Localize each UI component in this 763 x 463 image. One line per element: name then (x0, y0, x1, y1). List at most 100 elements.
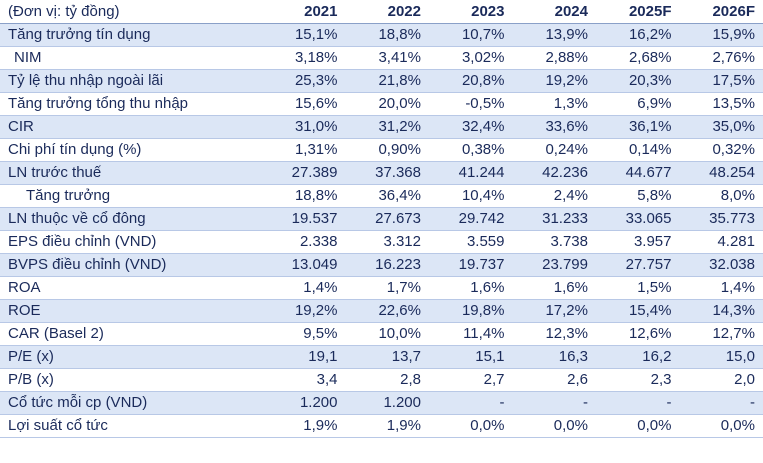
row-value: 16,2% (596, 23, 680, 47)
row-value: 1,4% (679, 276, 763, 300)
row-value: 1,4% (262, 276, 346, 300)
table-row: Tăng trưởng tín dụng 15,1% 18,8% 10,7% 13,9%… (0, 23, 763, 47)
row-value: 20,8% (429, 69, 513, 93)
row-value: 35,0% (679, 115, 763, 139)
row-label: LN thuộc về cổ đông (0, 207, 262, 231)
row-value: 1.200 (262, 391, 346, 415)
financial-forecast-table: (Đơn vị: tỷ đồng) 2021 2022 2023 2024 20… (0, 0, 763, 438)
row-label: ROE (0, 299, 262, 323)
table-row: Chi phí tín dụng (%) 1,31% 0,90% 0,38% 0,24%… (0, 138, 763, 162)
row-value: 15,4% (596, 299, 680, 323)
row-value: 22,6% (345, 299, 429, 323)
row-value: 44.677 (596, 161, 680, 185)
row-value: - (679, 391, 763, 415)
table-row: Lợi suất cổ tức 1,9% 1,9% 0,0% 0,0% 0,0% 0,0% (0, 414, 763, 438)
row-value: 18,8% (345, 23, 429, 47)
row-value: 35.773 (679, 207, 763, 231)
year-header: 2026F (679, 0, 763, 24)
table-row: CIR 31,0% 31,2% 32,4% 33,6% 36,1% 35,0% (0, 115, 763, 139)
row-value: 3.738 (512, 230, 596, 254)
row-value: 21,8% (345, 69, 429, 93)
table-row: ROE 19,2% 22,6% 19,8% 17,2% 15,4% 14,3% (0, 299, 763, 323)
row-value: 0,0% (679, 414, 763, 438)
row-value: 36,4% (345, 184, 429, 208)
row-value: 0,14% (596, 138, 680, 162)
table-row: LN trước thuế 27.389 37.368 41.244 42.236 44.… (0, 161, 763, 185)
row-value: 17,2% (512, 299, 596, 323)
table-row: Tăng trưởng 18,8% 36,4% 10,4% 2,4% 5,8% 8,0% (0, 184, 763, 208)
row-value: 1,5% (596, 276, 680, 300)
row-value: 13.049 (262, 253, 346, 277)
row-value: 11,4% (429, 322, 513, 346)
table-row: BVPS điều chỉnh (VND) 13.049 16.223 19.737 2… (0, 253, 763, 277)
row-value: 12,6% (596, 322, 680, 346)
row-label: Tăng trưởng (0, 184, 262, 208)
row-value: 10,0% (345, 322, 429, 346)
row-label: LN trước thuế (0, 161, 262, 185)
row-value: 29.742 (429, 207, 513, 231)
row-value: 12,7% (679, 322, 763, 346)
row-value: 0,24% (512, 138, 596, 162)
row-value: 31,2% (345, 115, 429, 139)
row-label: CAR (Basel 2) (0, 322, 262, 346)
row-value: 16,2 (596, 345, 680, 369)
row-label: CIR (0, 115, 262, 139)
row-value: 8,0% (679, 184, 763, 208)
row-value: 31.233 (512, 207, 596, 231)
row-value: 0,0% (429, 414, 513, 438)
table-row: Tăng trưởng tổng thu nhập 15,6% 20,0% -0,5%… (0, 92, 763, 116)
row-label: Lợi suất cổ tức (0, 414, 262, 438)
row-label: P/B (x) (0, 368, 262, 392)
row-value: 15,6% (262, 92, 346, 116)
row-value: 27.757 (596, 253, 680, 277)
row-value: 1,3% (512, 92, 596, 116)
row-value: 2,3 (596, 368, 680, 392)
row-label: NIM (0, 46, 262, 70)
row-value: - (596, 391, 680, 415)
row-value: 2,76% (679, 46, 763, 70)
row-value: 13,5% (679, 92, 763, 116)
year-header: 2022 (345, 0, 429, 24)
row-value: 18,8% (262, 184, 346, 208)
row-value: 27.389 (262, 161, 346, 185)
row-value: 10,4% (429, 184, 513, 208)
row-value: 13,7 (345, 345, 429, 369)
header-row: (Đơn vị: tỷ đồng) 2021 2022 2023 2024 20… (0, 0, 763, 24)
year-header: 2025F (596, 0, 680, 24)
row-value: 0,90% (345, 138, 429, 162)
row-value: 2.338 (262, 230, 346, 254)
row-value: - (512, 391, 596, 415)
row-value: 48.254 (679, 161, 763, 185)
row-value: 25,3% (262, 69, 346, 93)
year-header: 2021 (262, 0, 346, 24)
unit-label: (Đơn vị: tỷ đồng) (0, 0, 262, 24)
row-value: 32.038 (679, 253, 763, 277)
table-row: CAR (Basel 2) 9,5% 10,0% 11,4% 12,3% 12,6% 12,… (0, 322, 763, 346)
row-value: 3,02% (429, 46, 513, 70)
row-label: Tăng trưởng tín dụng (0, 23, 262, 47)
row-value: 19,2% (512, 69, 596, 93)
row-label: Chi phí tín dụng (%) (0, 138, 262, 162)
table-row: Cổ tức mỗi cp (VND) 1.200 1.200- - - - (0, 391, 763, 415)
row-value: 3,4 (262, 368, 346, 392)
row-value: 20,3% (596, 69, 680, 93)
row-value: 1,9% (262, 414, 346, 438)
row-value: 33,6% (512, 115, 596, 139)
row-value: 16,3 (512, 345, 596, 369)
row-value: 0,0% (512, 414, 596, 438)
row-label: P/E (x) (0, 345, 262, 369)
row-value: 3.957 (596, 230, 680, 254)
row-value: 4.281 (679, 230, 763, 254)
row-value: 31,0% (262, 115, 346, 139)
row-value: 13,9% (512, 23, 596, 47)
row-value: 20,0% (345, 92, 429, 116)
row-value: 14,3% (679, 299, 763, 323)
table-row: ROA 1,4% 1,7% 1,6% 1,6% 1,5% 1,4% (0, 276, 763, 300)
row-value: 36,1% (596, 115, 680, 139)
row-value: 15,9% (679, 23, 763, 47)
row-label: Cổ tức mỗi cp (VND) (0, 391, 262, 415)
row-value: 6,9% (596, 92, 680, 116)
row-value: 15,1% (262, 23, 346, 47)
year-header: 2024 (512, 0, 596, 24)
table-row: Tỷ lệ thu nhập ngoài lãi 25,3% 21,8% 20,8% 1… (0, 69, 763, 93)
